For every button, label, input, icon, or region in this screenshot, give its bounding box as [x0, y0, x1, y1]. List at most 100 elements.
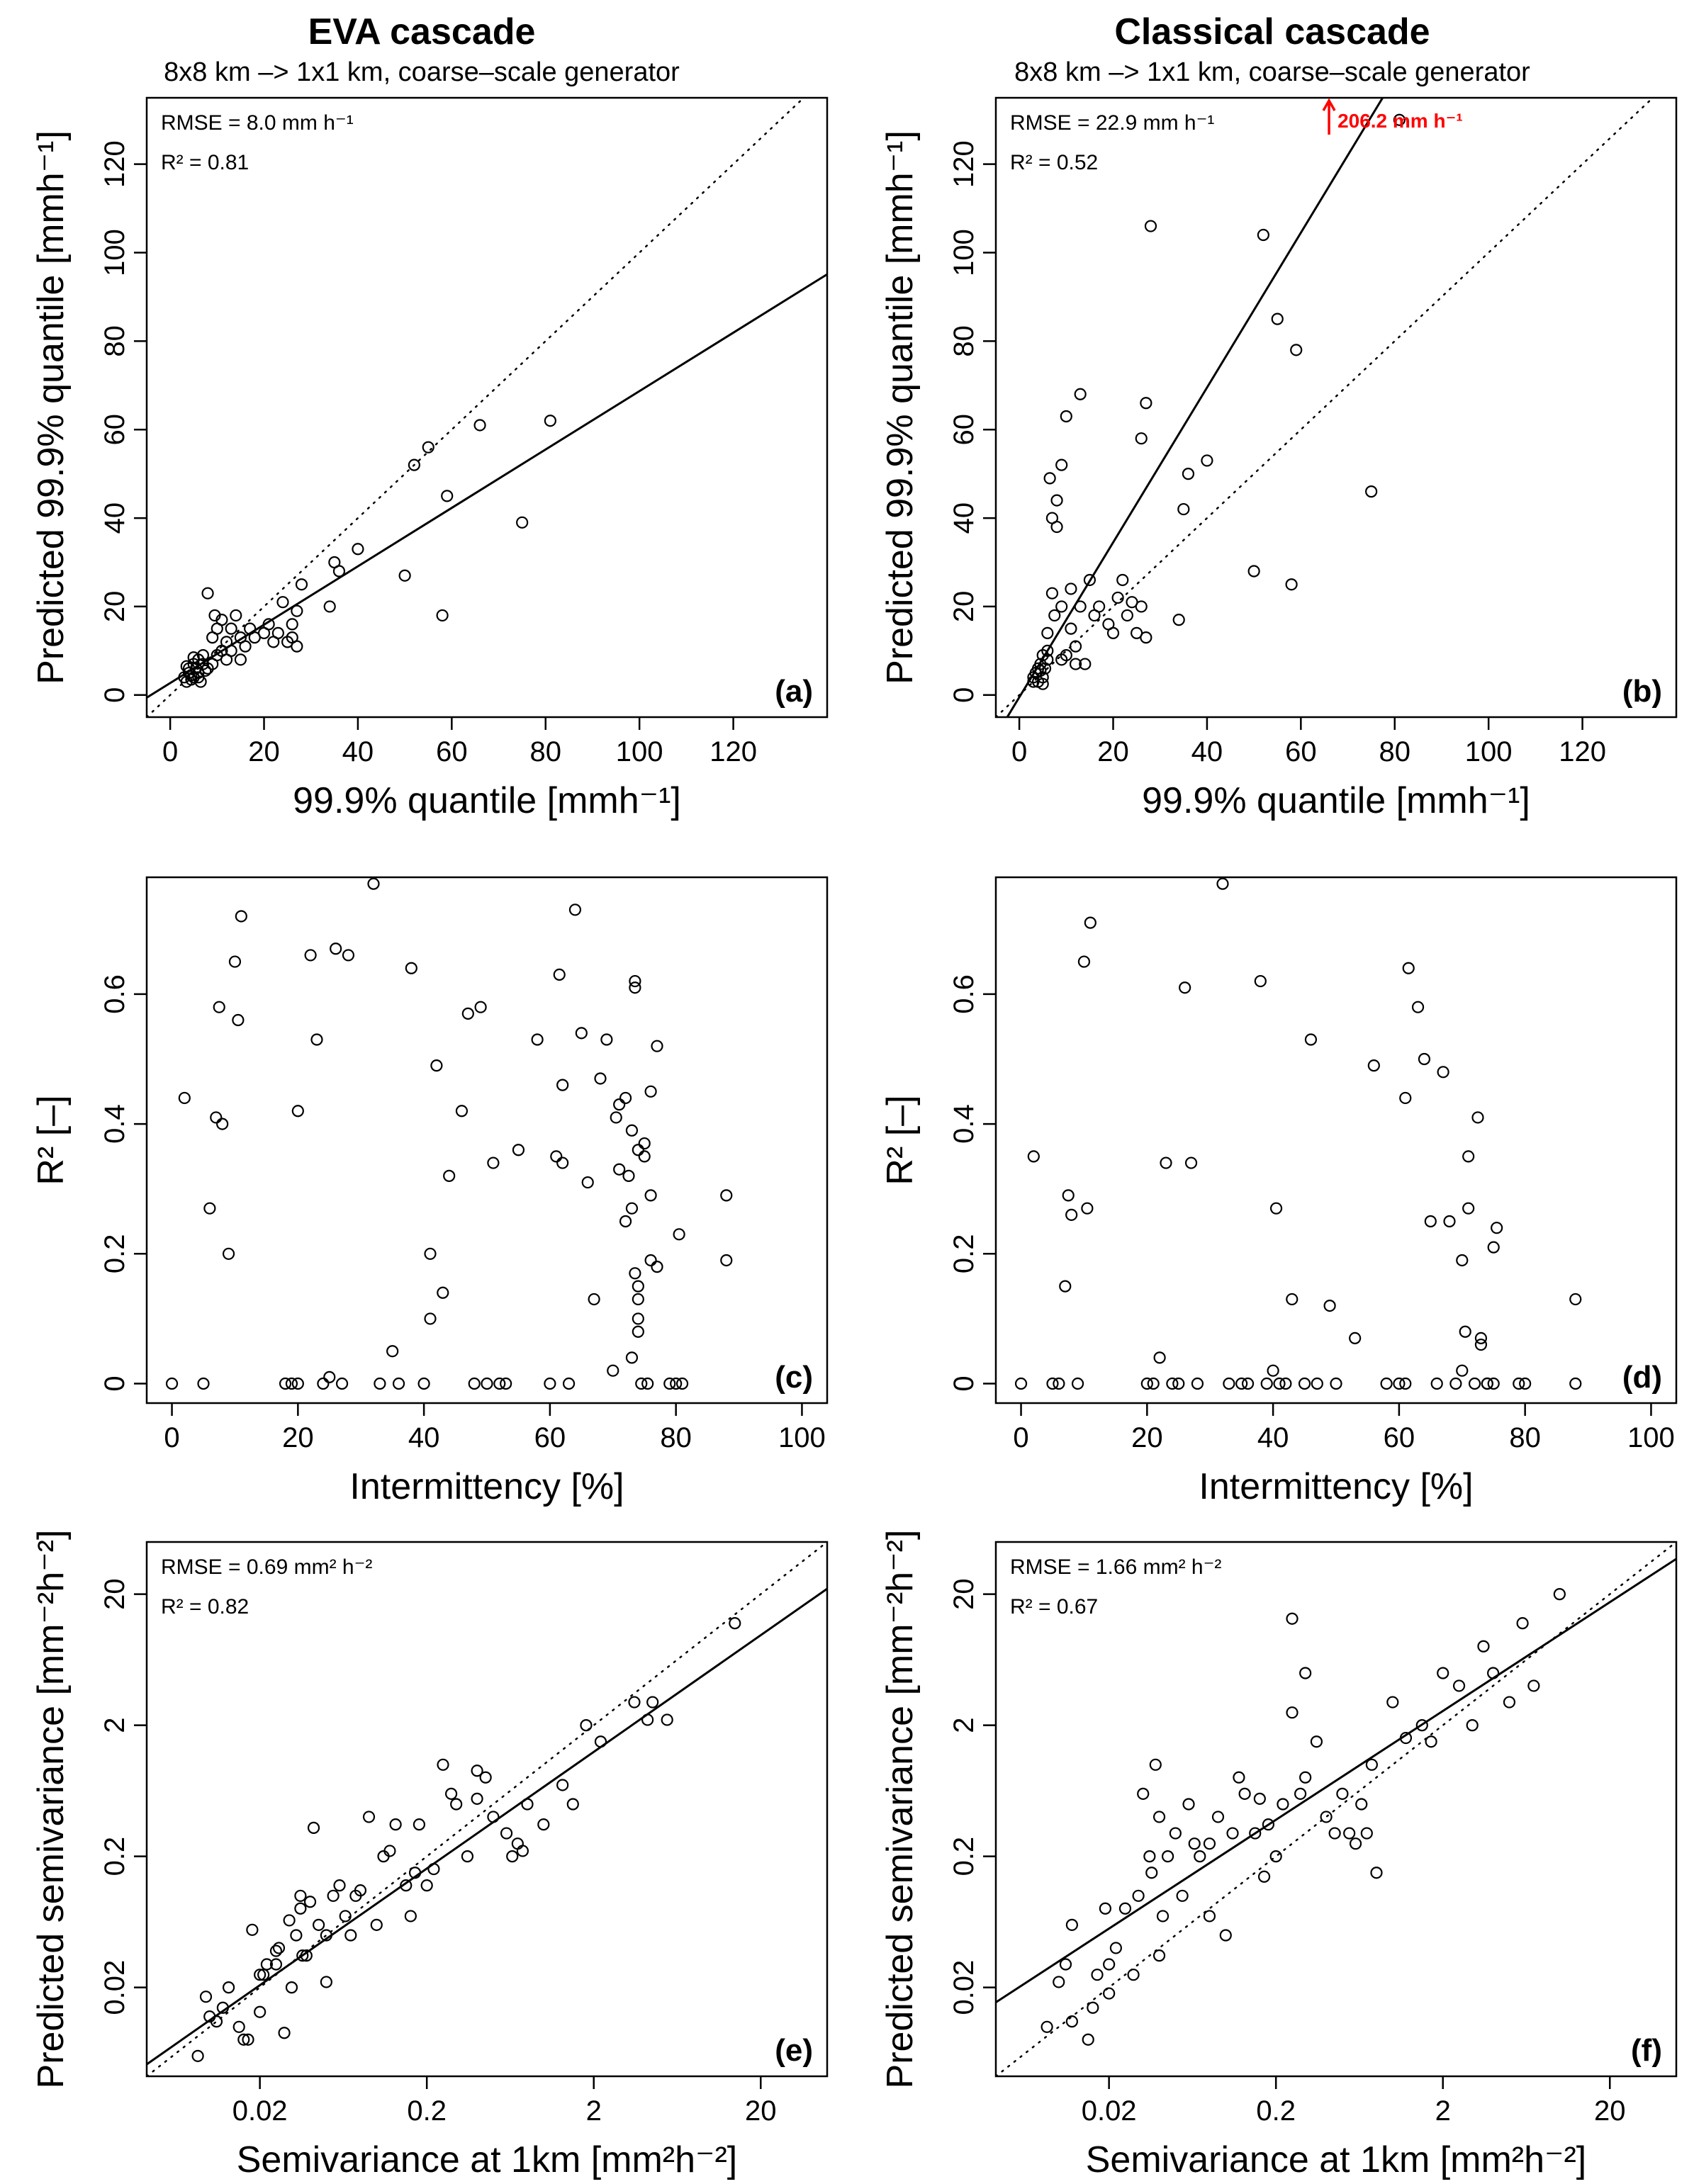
data-points: [178, 415, 556, 688]
offscale-arrow-head: [1322, 98, 1336, 111]
y-axis-label: Predicted 99.9% quantile [mmh⁻¹]: [30, 130, 72, 685]
data-point: [1468, 1377, 1481, 1390]
data-point: [600, 1033, 613, 1046]
data-point: [629, 974, 641, 988]
data-point: [1304, 1033, 1318, 1046]
panel-d: 0 20 40 60 80 100 0 0.2 0.4 0.6 Intermittency [%] R…: [880, 876, 1678, 1507]
data-point: [320, 1929, 332, 1942]
data-point: [262, 618, 275, 631]
data-point: [635, 1377, 648, 1390]
data-point: [1069, 658, 1082, 670]
data-point: [1393, 113, 1406, 126]
data-point: [644, 1085, 657, 1098]
data-point: [1055, 653, 1068, 666]
data-point: [1116, 573, 1129, 587]
data-point: [374, 1377, 386, 1390]
data-point: [1079, 658, 1092, 670]
data-point: [1399, 1377, 1412, 1390]
data-point: [1055, 458, 1068, 471]
reference-lines: [147, 1542, 827, 2076]
data-point: [235, 910, 247, 923]
data-point: [562, 1377, 576, 1390]
data-points: [1014, 877, 1582, 1390]
data-point: [1273, 1377, 1286, 1390]
data-point: [254, 2005, 267, 2018]
data-point: [294, 1902, 307, 1915]
data-point: [304, 949, 317, 962]
data-point: [521, 1798, 534, 1811]
data-point: [203, 1202, 216, 1215]
data-point: [413, 1818, 426, 1831]
data-point: [300, 1949, 313, 1962]
data-point: [1084, 916, 1096, 929]
x-tick-label: 60: [534, 1422, 566, 1453]
data-point: [294, 1889, 307, 1902]
rmse-annotation: RMSE = 22.9 mm h⁻¹: [1010, 111, 1214, 135]
data-point: [1462, 1150, 1475, 1163]
data-point: [1045, 587, 1059, 600]
data-point: [1077, 955, 1091, 968]
data-point: [619, 1091, 632, 1105]
data-point: [1411, 1001, 1425, 1013]
data-point: [1109, 1942, 1122, 1954]
x-tick-label: 80: [660, 1422, 692, 1453]
data-point: [628, 1696, 641, 1709]
data-point: [291, 640, 303, 653]
data-point: [1430, 1377, 1443, 1390]
data-point: [479, 1771, 492, 1784]
data-point: [1034, 664, 1047, 677]
data-point: [1386, 1696, 1399, 1709]
data-point: [461, 1007, 474, 1020]
y-axis-label: Predicted 99.9% quantile [mmh⁻¹]: [880, 130, 921, 685]
data-point: [516, 1845, 529, 1857]
data-point: [330, 942, 342, 955]
data-point: [1343, 1827, 1356, 1840]
reference-lines: [996, 1542, 1676, 2076]
y-tick-label: 0.4: [99, 1104, 130, 1144]
data-point: [1519, 1377, 1532, 1390]
x-tick-label: 40: [1191, 736, 1223, 767]
data-point: [455, 1105, 469, 1118]
data-point: [1569, 1377, 1582, 1390]
data-point: [1071, 1377, 1084, 1390]
data-point: [544, 415, 556, 427]
data-point: [1437, 1066, 1449, 1079]
regression-line: [147, 1587, 827, 2066]
x-tick-label: 0.02: [232, 2095, 288, 2127]
data-point: [383, 1845, 396, 1857]
data-point: [1103, 1987, 1116, 2000]
data-point: [1083, 573, 1096, 587]
data-point: [210, 1111, 223, 1124]
rmse-annotation: RMSE = 8.0 mm h⁻¹: [161, 111, 354, 135]
plot-frame: [994, 876, 1678, 1405]
data-point: [566, 1798, 579, 1811]
data-point: [1487, 1241, 1500, 1254]
data-point: [178, 1091, 191, 1105]
data-point: [1053, 1377, 1065, 1390]
y-tick-label: 0: [948, 1375, 980, 1391]
data-point: [1481, 1377, 1493, 1390]
data-point: [187, 651, 200, 664]
data-point: [1188, 1837, 1201, 1850]
data-point: [1140, 631, 1152, 644]
x-tick-label: 20: [1594, 2095, 1626, 2127]
data-point: [1553, 1588, 1566, 1601]
data-point: [276, 596, 289, 609]
data-point: [441, 490, 454, 502]
data-point: [1082, 2033, 1094, 2046]
y-axis-label: R² [–]: [30, 1095, 72, 1185]
y-tick-label: 2: [948, 1717, 980, 1733]
data-point: [1569, 1293, 1582, 1306]
data-point: [1191, 1377, 1204, 1390]
data-point: [1487, 1667, 1500, 1679]
data-point: [1184, 1156, 1198, 1169]
data-point: [1399, 1731, 1413, 1745]
regression-line: [1006, 98, 1384, 717]
y-tick-label: 60: [948, 414, 980, 446]
data-point: [1260, 1377, 1273, 1390]
x-tick-label: 2: [586, 2095, 602, 2127]
data-point: [216, 2001, 229, 2014]
data-point: [556, 1079, 569, 1091]
y-tick-label: 60: [99, 414, 130, 446]
data-point: [312, 1918, 325, 1931]
